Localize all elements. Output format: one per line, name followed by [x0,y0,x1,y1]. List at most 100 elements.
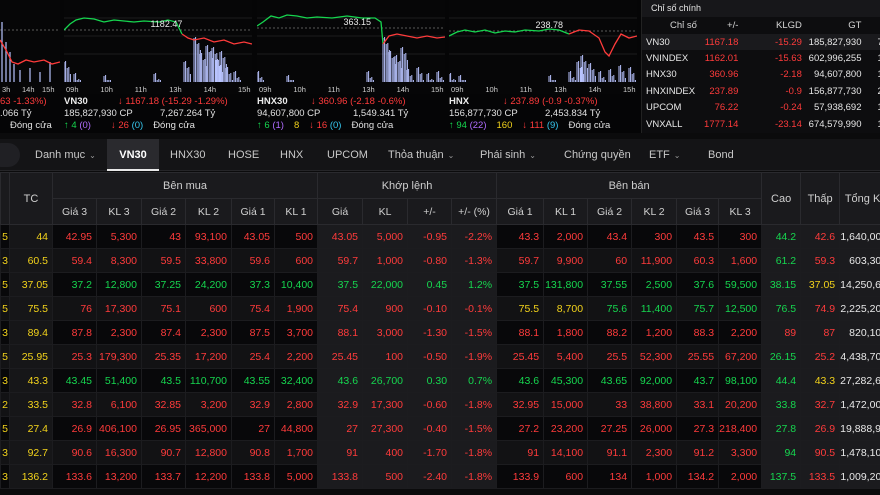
sell-subheader[interactable]: KL 3 [718,198,763,225]
bid-cell: 87.4 [141,320,186,345]
symbol-cell[interactable]: 3 [0,464,10,489]
bid-cell: 93,100 [185,224,232,249]
index-panel-partial[interactable]: 3h 14h 15h 63 -1.33%) .066 Tỷ Đóng cửa [0,0,60,133]
tab-hose[interactable]: HOSE [228,139,259,171]
bid-cell: 43.55 [231,368,275,393]
symbol-cell[interactable]: 3 [0,320,10,345]
index-info: 63 -1.33%) .066 Tỷ Đóng cửa [0,96,60,133]
symbol-cell[interactable]: 5 [0,296,10,321]
index-name: HNX [449,96,470,107]
ref-price-cell: 43.3 [9,368,53,393]
chart-time-label: 13h [362,85,375,94]
ask-cell: 3,300 [718,440,763,465]
high-cell: 94 [761,440,802,465]
index-panel-vn30[interactable]: 1182.47 09h 10h 11h 13h 14h 15h VN30 ↓ 1167.18 (… [64,0,252,133]
table-row[interactable]: 3 60.5 59.4 8,300 59.5 33,800 59.6 600 59.7 1,000… [0,248,880,273]
table-row[interactable]: 3 89.4 87.8 2,300 87.4 2,300 87.5 3,700 88.1 3,00… [0,320,880,345]
tab-upcom[interactable]: UPCOM [327,139,368,171]
match-subheader[interactable]: +/- (%) [451,198,498,225]
tab-bond[interactable]: Bond [708,139,734,171]
symbol-cell[interactable]: 5 [0,416,10,441]
match-cell: 900 [362,296,409,321]
ask-cell: 1,000 [631,464,678,489]
match-subheader[interactable]: +/- [407,198,453,225]
ask-cell: 23,200 [543,416,589,441]
sell-side-header: Bên bán [496,172,763,199]
table-row[interactable]: 5 27.4 26.9 406,100 26.95 365,000 27 44,800 27 27… [0,416,880,441]
symbol-cell[interactable]: 5 [0,344,10,369]
bid-cell: 32.8 [52,392,97,417]
table-row[interactable]: 3 136.2 133.6 13,200 133.7 12,200 133.8 5,000 13… [0,464,880,489]
ask-cell: 26,000 [631,416,678,441]
main-index-row[interactable]: HNXINDEX 237.89 -0.9 156,877,730 2,4 [642,83,880,99]
bid-cell: 2,300 [185,320,232,345]
chart-time-label: 10h [100,85,113,94]
buy-subheader[interactable]: KL 1 [273,198,319,225]
tab-thỏa-thuận[interactable]: Thỏa thuận ⌄ [388,139,454,171]
search-input[interactable] [0,143,20,167]
main-index-row[interactable]: HNX30 360.96 -2.18 94,607,800 1,5 [642,67,880,83]
buy-subheader[interactable]: KL 3 [96,198,142,225]
bid-cell: 59.6 [231,248,275,273]
index-info: HNX30 ↓ 360.96 (-2.18 -0.6%) 94,607,800 CP… [257,96,445,133]
tab-vn30[interactable]: VN30 [107,139,159,171]
index-pct: -1.29%) [194,96,228,107]
table-row[interactable]: 5 37.05 37.2 12,800 37.25 24,200 37.3 10,400 37.… [0,272,880,297]
index-panel-hnx[interactable]: 238.78 09h 10h 11h 13h 14h 15h HNX ↓ 237.89 (-0.… [449,0,637,133]
main-index-row[interactable]: UPCOM 76.22 -0.24 57,938,692 1,1 [642,100,880,116]
tab-danh-mục[interactable]: Danh mục ⌄ [35,139,96,171]
symbol-cell[interactable]: 3 [0,368,10,393]
match-subheader[interactable]: Giá [317,198,364,225]
symbol-cell[interactable]: 3 [0,248,10,273]
table-row[interactable]: 3 43.3 43.45 51,400 43.5 110,700 43.55 32,400 43… [0,368,880,393]
buy-subheader[interactable]: KL 2 [185,198,232,225]
ask-cell: 37.55 [587,272,633,297]
symbol-cell[interactable]: 3 [0,440,10,465]
bid-cell: 90.7 [141,440,186,465]
bid-cell: 5,300 [96,224,142,249]
bid-cell: 59.5 [141,248,186,273]
tab-phái-sinh[interactable]: Phái sinh ⌄ [480,139,536,171]
table-row[interactable]: 5 25.95 25.3 179,300 25.35 17,200 25.4 2,200 25.… [0,344,880,369]
table-row[interactable]: 5 75.5 76 17,300 75.1 600 75.4 1,900 75.4 900 -0.1… [0,296,880,321]
sell-subheader[interactable]: Giá 1 [496,198,545,225]
match-cell: 88.1 [317,320,364,345]
bid-cell: 75.4 [231,296,275,321]
total-volume-cell: 19,888,900 [839,416,880,441]
match-cell: -0.95 [407,224,453,249]
match-cell: -0.10 [407,296,453,321]
buy-subheader[interactable]: Giá 2 [141,198,186,225]
high-cell: 44.4 [761,368,802,393]
bid-cell: 3,200 [185,392,232,417]
index-pct: -1.33%) [13,96,47,107]
main-index-row[interactable]: VN30 1167.18 -15.29 185,827,930 7,2 [642,34,880,51]
sell-subheader[interactable]: Giá 3 [676,198,720,225]
sell-subheader[interactable]: KL 1 [543,198,589,225]
buy-subheader[interactable]: Giá 3 [52,198,97,225]
unchanged-count: 160 [496,120,513,131]
table-row[interactable]: 5 44 42.95 5,300 43 93,100 43.05 500 43.05 5,000-… [0,224,880,249]
main-index-row[interactable]: VNXALL 1777.14 -23.14 674,579,990 16,1 [642,116,880,132]
index-pct: -0.6%) [377,96,406,107]
sell-subheader[interactable]: KL 2 [631,198,678,225]
table-row[interactable]: 3 92.7 90.6 16,300 90.7 12,800 90.8 1,700 91 400-… [0,440,880,465]
tab-hnx[interactable]: HNX [280,139,303,171]
high-header[interactable]: Cao [761,172,802,225]
index-change: (-2.18 [350,96,375,107]
symbol-cell[interactable]: 5 [0,272,10,297]
low-header[interactable]: Thấp [800,172,841,225]
tab-etf[interactable]: ETF ⌄ [649,139,680,171]
tab-chứng-quyền[interactable]: Chứng quyền [564,139,631,171]
symbol-cell[interactable]: 2 [0,392,10,417]
tab-hnx30[interactable]: HNX30 [170,139,205,171]
match-cell: -0.60 [407,392,453,417]
sell-subheader[interactable]: Giá 2 [587,198,633,225]
match-subheader[interactable]: KL [362,198,409,225]
index-panel-hnx30[interactable]: 363.15 09h 10h 11h 13h 14h 15h HNX30 ↓ 360.96 (-… [257,0,445,133]
symbol-cell[interactable]: 5 [0,224,10,249]
chart-time-label: 14h [589,85,602,94]
buy-subheader[interactable]: Giá 1 [231,198,275,225]
total-volume-header[interactable]: Tổng KL [839,172,880,225]
table-row[interactable]: 2 33.5 32.8 6,100 32.85 3,200 32.9 2,800 32.9 17,… [0,392,880,417]
main-index-row[interactable]: VNINDEX 1162.01 -15.63 602,996,255 15,0 [642,50,880,66]
